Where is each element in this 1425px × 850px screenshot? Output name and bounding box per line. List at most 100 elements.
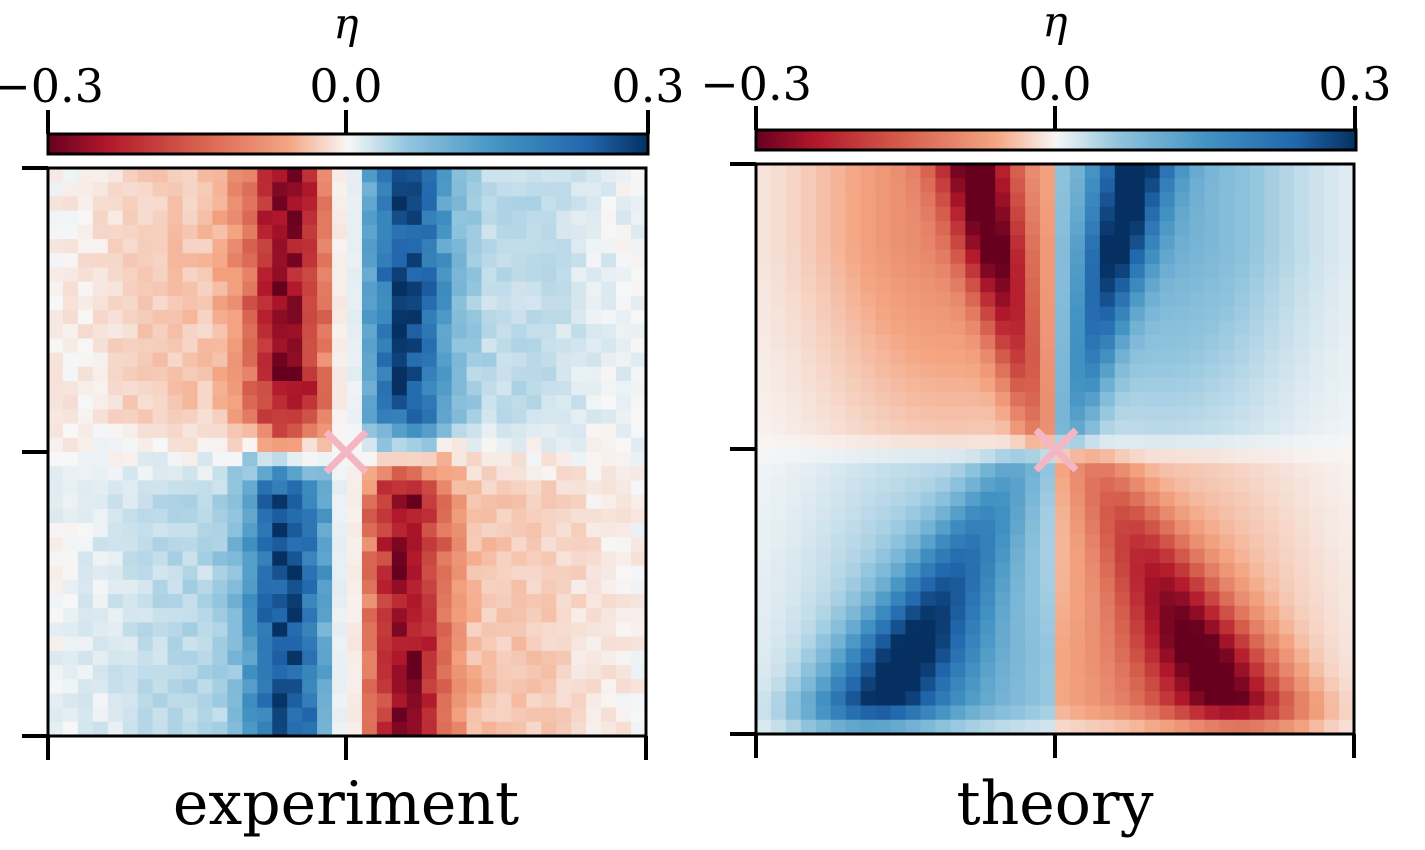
heatmap-cell xyxy=(361,295,378,311)
heatmap-cell xyxy=(1324,677,1340,692)
heatmap-cell xyxy=(995,434,1011,450)
heatmap-cell xyxy=(1099,377,1116,393)
heatmap-cell xyxy=(227,721,243,737)
heatmap-cell xyxy=(1055,420,1071,436)
heatmap-cell xyxy=(845,335,862,350)
heatmap-cell xyxy=(556,466,572,481)
heatmap-cell xyxy=(601,310,617,325)
heatmap-cell xyxy=(950,677,966,692)
heatmap-cell xyxy=(980,563,996,578)
heatmap-cell xyxy=(601,352,617,368)
heatmap-cell xyxy=(48,281,64,297)
heatmap-cell xyxy=(860,178,877,194)
heatmap-cell xyxy=(167,210,184,226)
heatmap-cell xyxy=(1339,719,1355,735)
heatmap-cell xyxy=(451,295,468,311)
heatmap-cell xyxy=(1309,164,1325,179)
heatmap-cell xyxy=(616,395,632,410)
heatmap-cell xyxy=(1204,420,1221,436)
heatmap-cell xyxy=(980,548,996,564)
heatmap-cell xyxy=(965,577,981,593)
heatmap-cell xyxy=(845,449,862,464)
heatmap-cell xyxy=(287,523,303,538)
heatmap-cell xyxy=(77,650,94,666)
heatmap-cell xyxy=(1114,620,1131,635)
heatmap-cell xyxy=(1129,221,1146,236)
heatmap-cell xyxy=(496,665,513,680)
heatmap-cell xyxy=(1234,591,1250,607)
heatmap-cell xyxy=(631,494,647,510)
heatmap-cell xyxy=(1279,178,1295,194)
heatmap-cell xyxy=(1144,206,1161,222)
heatmap-cell xyxy=(137,537,154,552)
heatmap-cell xyxy=(845,648,862,664)
heatmap-cell xyxy=(1040,335,1056,350)
heatmap-cell xyxy=(107,579,124,595)
heatmap-cell xyxy=(361,523,378,538)
heatmap-cell xyxy=(980,449,996,464)
heatmap-cell xyxy=(1174,705,1191,721)
heatmap-cell xyxy=(242,423,258,439)
heatmap-cell xyxy=(227,196,243,212)
heatmap-cell xyxy=(1189,263,1206,279)
heatmap-cell xyxy=(631,508,647,524)
heatmap-cell xyxy=(242,679,258,694)
heatmap-cell xyxy=(920,662,936,678)
heatmap-cell xyxy=(1040,620,1056,635)
heatmap-cell xyxy=(935,449,951,464)
heatmap-cell xyxy=(421,224,438,240)
heatmap-cell xyxy=(860,463,877,479)
heatmap-cell xyxy=(860,363,877,379)
heatmap-cell xyxy=(785,520,802,536)
heatmap-cell xyxy=(406,224,423,240)
heatmap-cell xyxy=(376,622,393,638)
heatmap-cell xyxy=(875,221,892,236)
heatmap-cell xyxy=(1294,662,1310,678)
heatmap-cell xyxy=(890,662,907,678)
heatmap-cell xyxy=(965,534,981,550)
heatmap-cell xyxy=(571,594,587,609)
heatmap-cell xyxy=(197,693,214,709)
heatmap-cell xyxy=(815,349,832,365)
heatmap-cell xyxy=(845,406,862,422)
heatmap-cell xyxy=(347,409,363,425)
heatmap-cell xyxy=(950,534,966,550)
heatmap-cell xyxy=(182,366,199,382)
heatmap-cell xyxy=(317,679,333,694)
heatmap-cell xyxy=(92,679,109,694)
heatmap-cell xyxy=(1294,506,1310,521)
heatmap-cell xyxy=(1339,434,1355,450)
heatmap-cell xyxy=(197,239,214,254)
heatmap-cell xyxy=(182,508,199,524)
heatmap-cell xyxy=(391,721,408,737)
heatmap-cell xyxy=(1309,591,1325,607)
heatmap-cell xyxy=(167,636,184,652)
heatmap-cell xyxy=(1324,406,1340,422)
heatmap-cell xyxy=(317,594,333,609)
heatmap-cell xyxy=(1055,477,1071,493)
heatmap-cell xyxy=(257,523,273,538)
heatmap-cell xyxy=(391,551,408,567)
heatmap-cell xyxy=(1309,249,1325,265)
heatmap-cell xyxy=(287,693,303,709)
heatmap-cell xyxy=(1084,577,1101,593)
heatmap-cell xyxy=(1339,634,1355,650)
heatmap-cell xyxy=(107,466,124,481)
heatmap-cell xyxy=(1010,534,1026,550)
heatmap-cell xyxy=(1264,520,1280,536)
heatmap-cell xyxy=(1279,719,1295,735)
heatmap-cell xyxy=(48,494,64,510)
heatmap-cell xyxy=(526,565,542,581)
heatmap-cell xyxy=(227,523,243,538)
heatmap-cell xyxy=(785,463,802,479)
heatmap-cell xyxy=(860,548,877,564)
heatmap-cell xyxy=(242,622,258,638)
heatmap-cell xyxy=(541,295,557,311)
heatmap-cell xyxy=(1114,648,1131,664)
heatmap-cell xyxy=(137,295,154,311)
heatmap-cell xyxy=(980,206,996,222)
heatmap-cell xyxy=(107,224,124,240)
heatmap-cell xyxy=(1219,648,1235,664)
heatmap-cell xyxy=(556,409,572,425)
